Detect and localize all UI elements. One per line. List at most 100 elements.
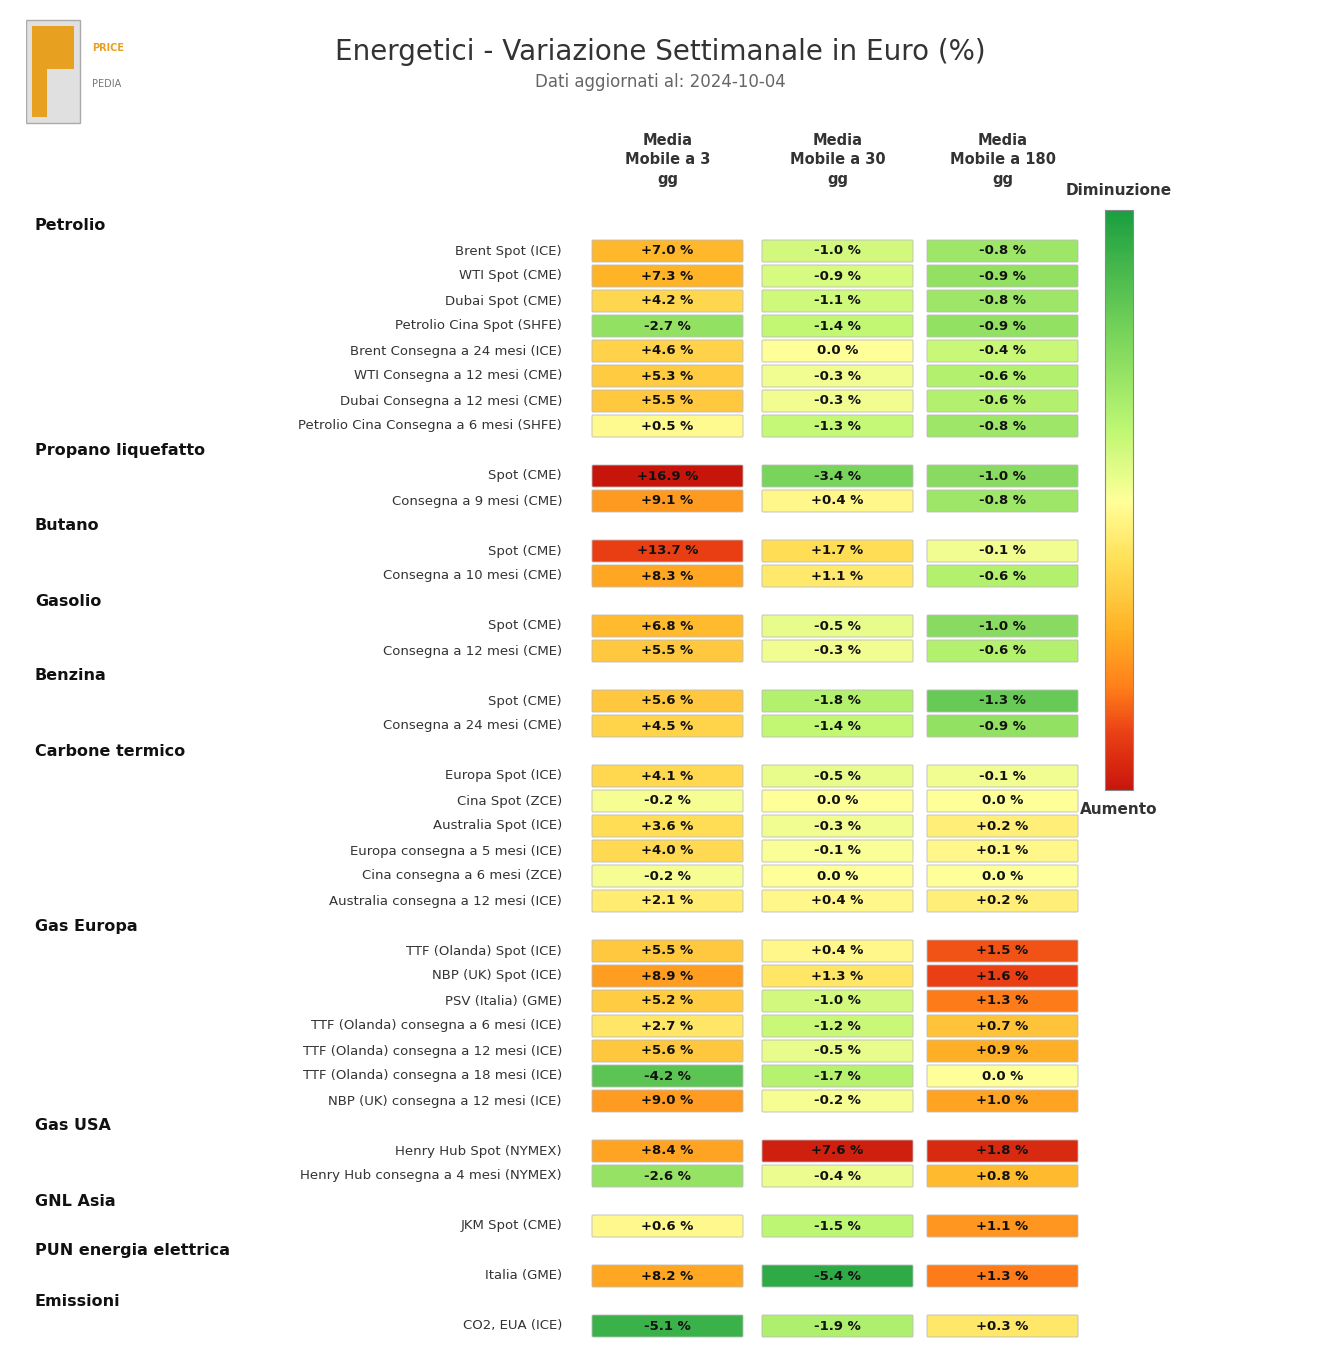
Bar	[1105, 626, 1133, 628]
Bar	[1105, 319, 1133, 320]
Text: -0.2 %: -0.2 %	[814, 1095, 861, 1107]
Bar	[1105, 638, 1133, 639]
Text: +7.6 %: +7.6 %	[812, 1144, 863, 1158]
Text: +0.7 %: +0.7 %	[977, 1019, 1028, 1033]
Text: +4.5 %: +4.5 %	[642, 719, 693, 733]
Bar	[1105, 361, 1133, 364]
Bar	[1105, 474, 1133, 475]
Bar	[1105, 771, 1133, 773]
Bar	[1105, 480, 1133, 483]
Bar	[1105, 563, 1133, 566]
Bar	[1105, 465, 1133, 468]
Text: +4.1 %: +4.1 %	[642, 769, 693, 783]
Text: PUN energia elettrica: PUN energia elettrica	[36, 1243, 230, 1258]
Bar	[1105, 715, 1133, 716]
Bar	[1105, 392, 1133, 394]
FancyBboxPatch shape	[927, 890, 1078, 912]
Text: +3.6 %: +3.6 %	[642, 820, 694, 832]
Bar	[1105, 775, 1133, 778]
FancyBboxPatch shape	[927, 991, 1078, 1012]
Bar	[1105, 567, 1133, 570]
Bar	[1105, 375, 1133, 377]
Bar	[1105, 362, 1133, 365]
FancyBboxPatch shape	[762, 840, 913, 862]
Bar	[1105, 490, 1133, 493]
FancyBboxPatch shape	[762, 1015, 913, 1037]
Bar	[1105, 585, 1133, 588]
Text: +0.4 %: +0.4 %	[812, 494, 863, 508]
Text: +0.6 %: +0.6 %	[642, 1220, 694, 1232]
Text: Spot (CME): Spot (CME)	[488, 544, 562, 558]
Text: +13.7 %: +13.7 %	[636, 544, 698, 558]
Text: 0.0 %: 0.0 %	[817, 870, 858, 882]
Text: -0.9 %: -0.9 %	[979, 270, 1026, 282]
FancyBboxPatch shape	[927, 540, 1078, 562]
FancyBboxPatch shape	[927, 265, 1078, 286]
Text: +5.6 %: +5.6 %	[642, 695, 693, 707]
Bar	[32, 26, 74, 68]
Text: +5.6 %: +5.6 %	[642, 1045, 693, 1057]
FancyBboxPatch shape	[591, 1166, 743, 1187]
Text: +1.5 %: +1.5 %	[977, 944, 1028, 958]
Bar	[1105, 544, 1133, 547]
Text: +0.3 %: +0.3 %	[977, 1319, 1028, 1333]
Text: -0.8 %: -0.8 %	[979, 494, 1026, 508]
Bar	[1105, 558, 1133, 560]
Bar	[1105, 779, 1133, 780]
FancyBboxPatch shape	[762, 290, 913, 312]
FancyBboxPatch shape	[927, 1065, 1078, 1087]
Bar	[1105, 369, 1133, 370]
Bar	[1105, 365, 1133, 368]
Text: -0.6 %: -0.6 %	[979, 645, 1026, 658]
Text: +4.2 %: +4.2 %	[642, 294, 693, 308]
FancyBboxPatch shape	[591, 490, 743, 512]
Text: -1.0 %: -1.0 %	[814, 995, 861, 1007]
Bar	[1105, 356, 1133, 357]
Text: -1.4 %: -1.4 %	[814, 319, 861, 332]
Bar	[1105, 529, 1133, 532]
Text: +1.1 %: +1.1 %	[812, 570, 863, 582]
Bar	[1105, 243, 1133, 246]
Bar	[1105, 665, 1133, 666]
Bar	[1105, 489, 1133, 491]
Text: Brent Consegna a 24 mesi (ICE): Brent Consegna a 24 mesi (ICE)	[350, 345, 562, 357]
FancyBboxPatch shape	[762, 1265, 913, 1286]
Bar	[1105, 552, 1133, 555]
Bar	[1105, 689, 1133, 692]
FancyBboxPatch shape	[927, 1265, 1078, 1286]
Text: -1.9 %: -1.9 %	[814, 1319, 861, 1333]
Text: Cina Spot (ZCE): Cina Spot (ZCE)	[457, 794, 562, 807]
Bar	[1105, 446, 1133, 448]
Bar	[32, 68, 46, 118]
FancyBboxPatch shape	[591, 641, 743, 662]
FancyBboxPatch shape	[591, 940, 743, 962]
Text: Europa Spot (ICE): Europa Spot (ICE)	[445, 769, 562, 783]
Bar	[1105, 229, 1133, 232]
FancyBboxPatch shape	[762, 991, 913, 1012]
Text: +5.5 %: +5.5 %	[642, 395, 693, 407]
Bar	[1105, 556, 1133, 559]
Text: -0.8 %: -0.8 %	[979, 294, 1026, 308]
FancyBboxPatch shape	[762, 790, 913, 811]
FancyBboxPatch shape	[927, 1315, 1078, 1337]
Text: +1.7 %: +1.7 %	[812, 544, 863, 558]
FancyBboxPatch shape	[927, 715, 1078, 737]
Text: -5.4 %: -5.4 %	[814, 1270, 861, 1282]
Text: Consegna a 10 mesi (CME): Consegna a 10 mesi (CME)	[383, 570, 562, 582]
Bar	[1105, 763, 1133, 765]
Bar	[1105, 484, 1133, 487]
Bar	[1105, 768, 1133, 771]
Bar	[1105, 330, 1133, 332]
Bar	[1105, 262, 1133, 265]
FancyBboxPatch shape	[591, 1140, 743, 1162]
Bar	[1105, 216, 1133, 218]
Bar	[1105, 438, 1133, 441]
Bar	[1105, 261, 1133, 263]
Bar	[1105, 562, 1133, 565]
Text: GNL Asia: GNL Asia	[36, 1194, 116, 1209]
Bar	[1105, 661, 1133, 664]
Bar	[1105, 630, 1133, 632]
FancyBboxPatch shape	[591, 240, 743, 262]
FancyBboxPatch shape	[762, 1039, 913, 1063]
FancyBboxPatch shape	[762, 365, 913, 387]
